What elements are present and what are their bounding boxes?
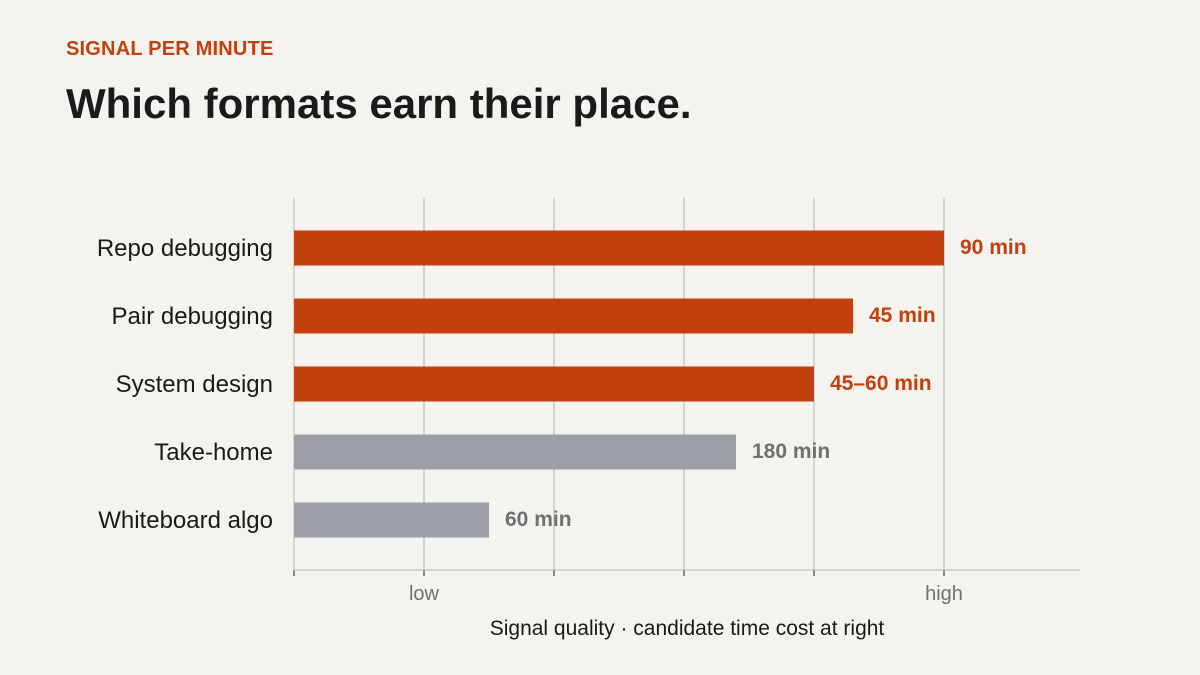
bar-value-label: 180 min [752,440,830,463]
bar [294,434,736,470]
bar [294,298,853,334]
category-label: Pair debugging [112,303,273,330]
category-label: Whiteboard algo [98,507,273,534]
chart-title: Which formats earn their place. [66,80,692,127]
category-label: Take-home [154,439,273,466]
x-tick-label: high [925,583,963,605]
bar [294,230,944,266]
x-axis-title: Signal quality · candidate time cost at … [490,617,885,640]
category-label: Repo debugging [97,235,273,262]
bar-value-label: 60 min [505,508,572,531]
bar-value-label: 45–60 min [830,372,932,395]
category-label: System design [116,371,273,398]
x-tick-label: low [409,583,440,605]
bar-value-label: 90 min [960,236,1027,259]
bar [294,502,489,538]
bar [294,366,814,402]
chart-eyebrow: SIGNAL PER MINUTE [66,38,274,60]
bar-value-label: 45 min [869,304,936,327]
